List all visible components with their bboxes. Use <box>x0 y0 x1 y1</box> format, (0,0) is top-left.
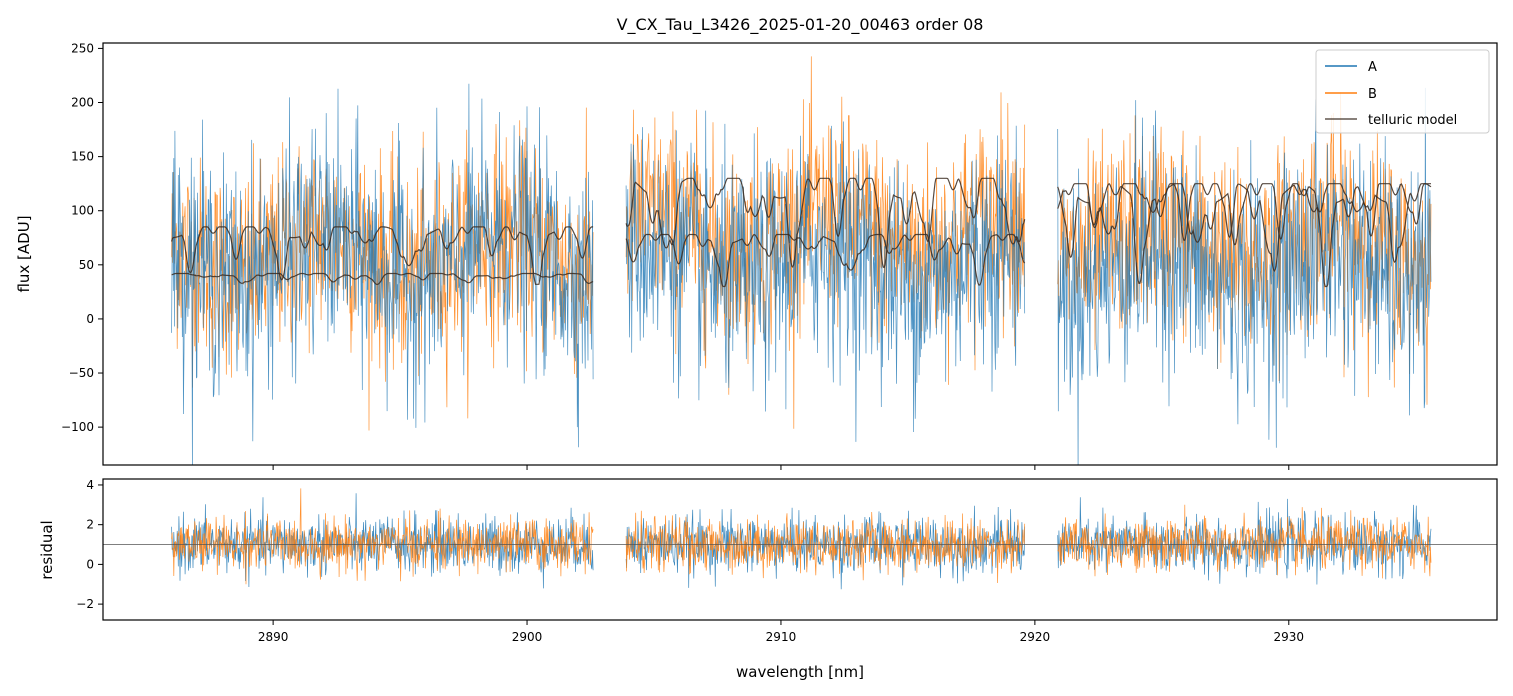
residual-y-ticks: −2 0 2 4 <box>76 478 103 611</box>
telluric-model-line-1-segment-0 <box>171 226 594 285</box>
y-tick-label: 150 <box>71 150 94 164</box>
x-axis-label: wavelength [nm] <box>736 663 864 681</box>
telluric-model-line-1-segment-2 <box>1057 183 1431 285</box>
x-tick-label: 2930 <box>1274 630 1305 644</box>
y-tick-label: 2 <box>86 518 94 532</box>
y-tick-label: −2 <box>76 597 94 611</box>
flux-y-ticks: −100 −50 0 50 100 150 200 250 <box>61 41 103 434</box>
flux-panel: −100 −50 0 50 100 150 200 250 flux [ADU] A B te… <box>15 41 1498 470</box>
y-tick-label: 0 <box>86 557 94 571</box>
y-tick-label: −50 <box>69 366 94 380</box>
legend-label-b: B <box>1368 87 1377 102</box>
x-tick-label: 2890 <box>258 630 289 644</box>
residual-b-segment-0 <box>171 488 594 585</box>
legend-label-telluric: telluric model <box>1368 113 1457 128</box>
telluric-model-line-0-segment-1 <box>625 233 1026 288</box>
y-tick-label: 200 <box>71 96 94 110</box>
series-a-segment-2 <box>1057 87 1432 465</box>
chart-title: V_CX_Tau_L3426_2025-01-20_00463 order 08 <box>617 15 984 35</box>
residual-y-label: residual <box>38 520 56 579</box>
telluric-model-line-1-segment-1 <box>625 177 1026 269</box>
flux-series <box>171 56 1432 465</box>
residual-panel: −2 0 2 4 2890 2900 2910 2920 2930 residual <box>38 478 1498 644</box>
x-tick-label: 2920 <box>1020 630 1051 644</box>
flux-x-ticks <box>272 465 1290 470</box>
series-a-segment-0 <box>171 83 594 465</box>
y-tick-label: 0 <box>86 312 94 326</box>
telluric-model-line-0-segment-2 <box>1057 183 1432 288</box>
residual-series <box>103 488 1497 590</box>
y-tick-label: 250 <box>71 41 94 55</box>
y-tick-label: 50 <box>79 258 94 272</box>
legend-box <box>1315 49 1490 134</box>
flux-y-label: flux [ADU] <box>15 215 33 292</box>
x-tick-label: 2910 <box>766 630 797 644</box>
residual-axes-frame <box>102 478 1498 621</box>
residual-b-segment-2 <box>1057 504 1432 579</box>
flux-axes-frame <box>102 42 1498 466</box>
legend: A B telluric model <box>1315 49 1490 134</box>
telluric-model-line-0-segment-0 <box>171 272 594 286</box>
legend-label-a: A <box>1368 60 1377 75</box>
residual-b-segment-1 <box>625 510 1026 584</box>
y-tick-label: 100 <box>71 204 94 218</box>
y-tick-label: 4 <box>86 478 94 492</box>
x-tick-label: 2900 <box>512 630 543 644</box>
y-tick-label: −100 <box>61 420 94 434</box>
series-a-segment-1 <box>625 110 1026 442</box>
residual-x-ticks: 2890 2900 2910 2920 2930 <box>258 620 1304 644</box>
